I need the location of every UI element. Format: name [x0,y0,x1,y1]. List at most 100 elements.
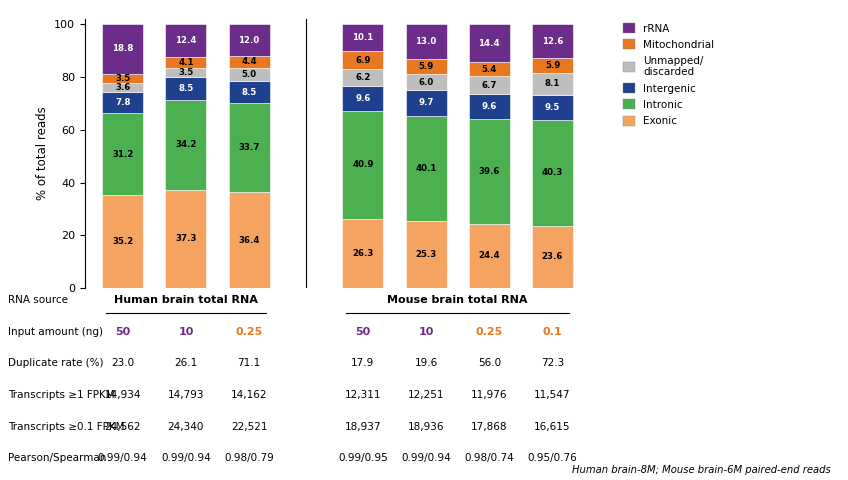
Bar [165,24,206,57]
Text: 8.1: 8.1 [544,79,561,88]
Bar [102,74,143,83]
Text: 19.6: 19.6 [415,359,438,368]
Text: 40.3: 40.3 [542,168,563,177]
Text: 71.1: 71.1 [237,359,260,368]
Text: 12,311: 12,311 [344,390,381,400]
Bar [405,24,447,59]
Bar [102,93,143,113]
Legend: rRNA, Mitochondrial, Unmapped/
discarded, Intergenic, Intronic, Exonic: rRNA, Mitochondrial, Unmapped/ discarded… [619,19,718,130]
Text: 39.6: 39.6 [478,167,500,176]
Bar [343,51,383,69]
Text: 10: 10 [178,327,193,336]
Text: 6.7: 6.7 [482,81,497,90]
Text: Pearson/Spearman: Pearson/Spearman [8,454,107,463]
Bar [343,111,383,219]
Bar [102,113,143,195]
Text: 31.2: 31.2 [112,150,133,158]
Bar [229,24,270,56]
Text: 0.99/0.94: 0.99/0.94 [401,454,451,463]
Bar [343,69,383,85]
Bar [165,190,206,288]
Text: 34.2: 34.2 [176,140,197,149]
Text: 24,562: 24,562 [104,422,141,432]
Text: Input amount (ng): Input amount (ng) [8,327,103,336]
Text: 33.7: 33.7 [238,143,259,152]
Bar [343,219,383,288]
Text: RNA source: RNA source [8,295,69,305]
Text: 10.1: 10.1 [352,33,373,42]
Text: 17.9: 17.9 [351,359,375,368]
Bar [229,68,270,81]
Bar [102,195,143,288]
Text: 0.1: 0.1 [543,327,562,336]
Bar [165,68,206,77]
Bar [229,192,270,288]
Text: 12,251: 12,251 [408,390,444,400]
Text: 3.5: 3.5 [178,68,193,77]
Text: 9.6: 9.6 [355,94,371,103]
Bar [165,57,206,68]
Bar [405,221,447,288]
Text: 24,340: 24,340 [168,422,204,432]
Text: 10: 10 [418,327,434,336]
Text: Transcripts ≥0.1 FPKM: Transcripts ≥0.1 FPKM [8,422,125,432]
Text: 8.5: 8.5 [242,87,257,96]
Text: 9.7: 9.7 [418,98,434,108]
Bar [532,58,573,73]
Text: 18,936: 18,936 [408,422,444,432]
Text: 6.0: 6.0 [418,78,433,87]
Text: 12.6: 12.6 [542,36,563,46]
Bar [532,73,573,95]
Text: 9.6: 9.6 [482,102,497,111]
Text: 5.0: 5.0 [242,70,257,79]
Text: 35.2: 35.2 [112,237,133,246]
Bar [469,120,510,224]
Text: 4.4: 4.4 [242,58,257,66]
Bar [343,24,383,51]
Text: 56.0: 56.0 [477,359,501,368]
Text: 12.0: 12.0 [238,36,259,45]
Bar [343,85,383,111]
Bar [469,62,510,76]
Text: 40.1: 40.1 [416,164,437,173]
Bar [102,83,143,93]
Bar [102,24,143,74]
Text: 6.2: 6.2 [355,73,371,82]
Text: Human brain total RNA: Human brain total RNA [114,295,258,305]
Bar [469,24,510,62]
Text: 9.5: 9.5 [545,103,561,111]
Text: 37.3: 37.3 [176,234,197,243]
Text: 0.99/0.94: 0.99/0.94 [161,454,211,463]
Text: 25.3: 25.3 [416,250,437,259]
Bar [405,74,447,90]
Text: 26.1: 26.1 [175,359,198,368]
Text: 3.5: 3.5 [115,74,131,83]
Text: 6.9: 6.9 [355,56,371,65]
Text: 16,615: 16,615 [534,422,571,432]
Bar [532,24,573,58]
Text: Human brain-8M; Mouse brain-6M paired-end reads: Human brain-8M; Mouse brain-6M paired-en… [572,465,831,475]
Text: 5.4: 5.4 [482,65,497,74]
Text: 12.4: 12.4 [176,36,197,45]
Text: Mouse brain total RNA: Mouse brain total RNA [388,295,528,305]
Bar [165,99,206,190]
Text: 23.6: 23.6 [542,252,563,262]
Y-axis label: % of total reads: % of total reads [36,107,48,201]
Bar [229,103,270,192]
Text: 13.0: 13.0 [416,37,437,46]
Bar [229,56,270,68]
Text: 4.1: 4.1 [178,58,193,67]
Text: 36.4: 36.4 [238,236,259,244]
Text: 24.4: 24.4 [478,252,500,260]
Text: 5.9: 5.9 [545,61,561,70]
Text: 72.3: 72.3 [541,359,564,368]
Text: 0.99/0.95: 0.99/0.95 [338,454,388,463]
Text: Transcripts ≥1 FPKM: Transcripts ≥1 FPKM [8,390,115,400]
Text: 22,521: 22,521 [231,422,267,432]
Bar [405,59,447,74]
Bar [532,95,573,120]
Bar [532,120,573,226]
Text: 23.0: 23.0 [111,359,134,368]
Text: 14,793: 14,793 [168,390,204,400]
Text: 0.99/0.94: 0.99/0.94 [98,454,148,463]
